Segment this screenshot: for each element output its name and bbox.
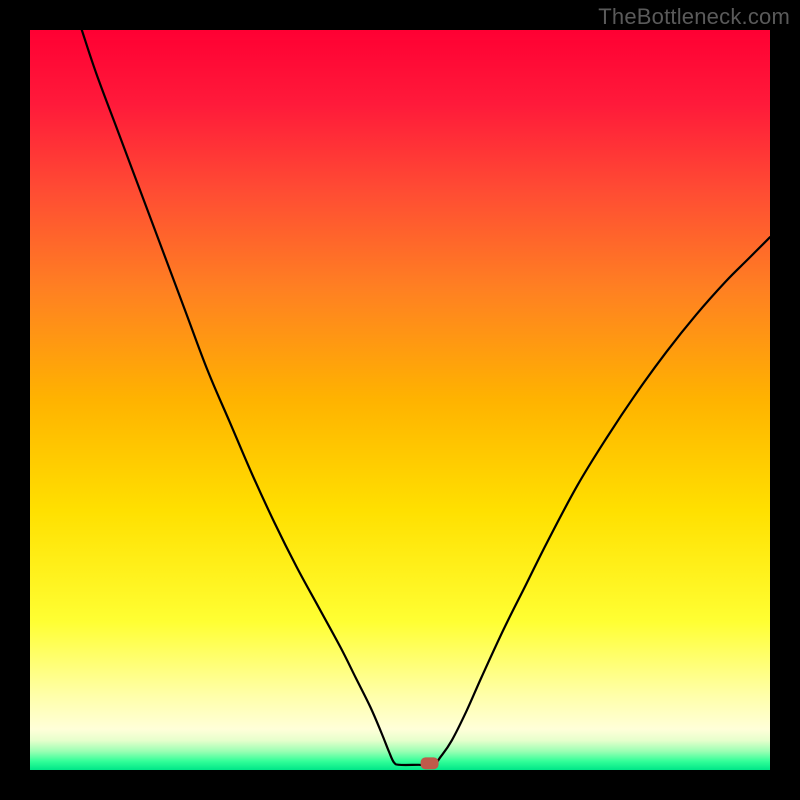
chart-container: TheBottleneck.com	[0, 0, 800, 800]
chart-gradient-background	[30, 30, 770, 770]
optimal-point-marker	[421, 757, 439, 769]
bottleneck-chart	[0, 0, 800, 800]
watermark-text: TheBottleneck.com	[598, 4, 790, 30]
